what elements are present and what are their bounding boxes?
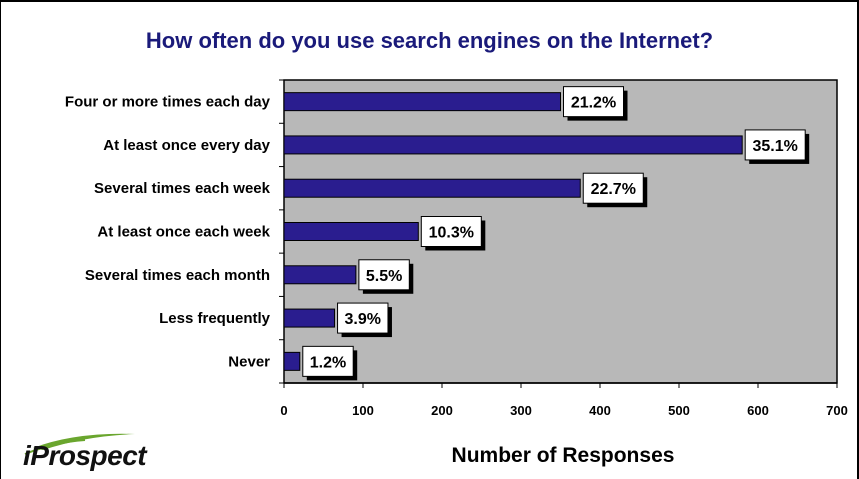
- category-label: At least once every day: [103, 137, 270, 154]
- category-label: Less frequently: [159, 310, 271, 327]
- x-tick-label: 200: [431, 403, 453, 418]
- bar: [283, 308, 336, 328]
- bar: [283, 351, 301, 371]
- data-label-box: [302, 345, 354, 377]
- data-label-box: [420, 216, 482, 247]
- data-label-box: [563, 86, 624, 118]
- data-label: 5.5%: [366, 268, 402, 285]
- x-tick-label: 100: [352, 403, 374, 418]
- data-label: 10.3%: [429, 225, 474, 242]
- data-label: 22.7%: [591, 181, 636, 198]
- x-tick-label: 400: [589, 403, 611, 418]
- data-label: 35.1%: [753, 138, 798, 155]
- bar: [283, 178, 581, 198]
- x-tick-label: 300: [510, 403, 532, 418]
- logo-text: iProspect: [23, 440, 147, 471]
- bar: [283, 135, 743, 155]
- data-label-box: [337, 302, 389, 334]
- bar: [283, 265, 357, 285]
- data-label: 3.9%: [345, 311, 381, 328]
- category-label: Four or more times each day: [65, 94, 271, 111]
- logo-swoosh-icon: [24, 433, 135, 455]
- bar: [283, 92, 561, 112]
- x-tick-label: 500: [668, 403, 690, 418]
- category-label: Several times each month: [85, 267, 270, 284]
- category-label: At least once each week: [97, 224, 270, 241]
- data-label: 21.2%: [571, 95, 616, 112]
- iprospect-logo: iProspect: [15, 428, 195, 476]
- data-label-box: [582, 172, 644, 204]
- category-label: Never: [228, 353, 270, 370]
- x-axis-title: Number of Responses: [452, 444, 675, 467]
- bar: [283, 222, 419, 241]
- x-tick-label: 700: [826, 403, 848, 418]
- x-tick-label: 0: [280, 403, 287, 418]
- chart-title: How often do you use search engines on t…: [145, 28, 714, 53]
- category-label: Several times each week: [94, 180, 271, 197]
- data-label: 1.2%: [310, 354, 346, 371]
- data-label-box: [744, 129, 806, 161]
- data-label-box: [358, 259, 410, 291]
- x-tick-label: 600: [747, 403, 769, 418]
